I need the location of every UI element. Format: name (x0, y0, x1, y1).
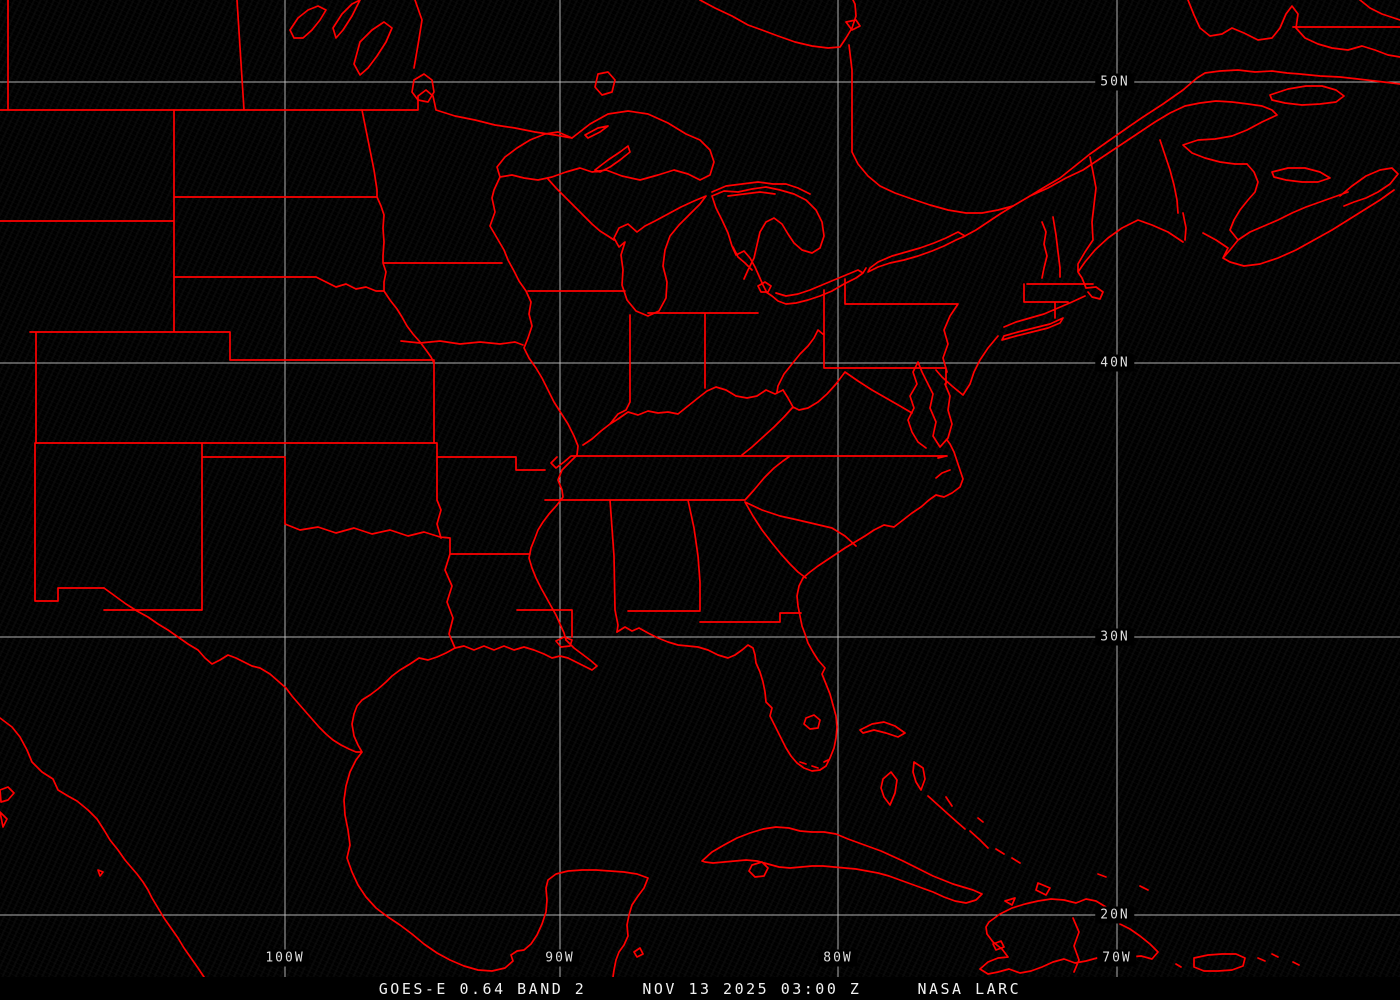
mississippi-river-border (489, 176, 579, 641)
gulf-coast-florida-outline (454, 577, 838, 772)
manitoba-lakes-outline (289, 0, 435, 103)
james-bay-and-ontario-quebec-border (699, 0, 1014, 214)
canada-border-lines (0, 0, 1400, 139)
longitude-label-100w: 100W (260, 949, 310, 967)
atlantic-coast-outline (802, 439, 964, 579)
longitude-label-80w: 80W (818, 949, 858, 967)
longitude-label-90w: 90W (540, 949, 580, 967)
longitude-label-70w: 70W (1097, 949, 1137, 967)
plains-state-borders (0, 109, 546, 649)
lake-michigan-outline (547, 178, 707, 317)
mexico-west-coast-outline (0, 717, 205, 978)
latitude-label-20n: 20N (1095, 906, 1135, 924)
mid-atlantic-borders-outline (741, 278, 999, 456)
texas-mexico-coast-outline (103, 587, 649, 991)
latitude-label-40n: 40N (1095, 354, 1135, 372)
product-label: GOES-E 0.64 BAND 2 (378, 979, 587, 998)
latitude-label-50n: 50N (1095, 73, 1135, 91)
lake-superior-outline (496, 71, 715, 181)
latitude-label-30n: 30N (1095, 628, 1135, 646)
southeast-state-borders (516, 455, 948, 638)
st-lawrence-river-gulf-outline (962, 0, 1400, 238)
caption-bar: GOES-E 0.64 BAND 2 NOV 13 2025 03:00 Z N… (0, 977, 1400, 1000)
timestamp-label: NOV 13 2025 03:00 Z (642, 979, 862, 998)
caribbean-islands-outline (701, 721, 1348, 984)
northeast-coast-outline (1001, 139, 1399, 341)
credit-label: NASA LARC (917, 979, 1022, 998)
lake-erie-ontario-outline (757, 231, 966, 305)
ohio-river-border (527, 290, 784, 446)
lake-huron-georgian-bay-outline (711, 181, 825, 292)
